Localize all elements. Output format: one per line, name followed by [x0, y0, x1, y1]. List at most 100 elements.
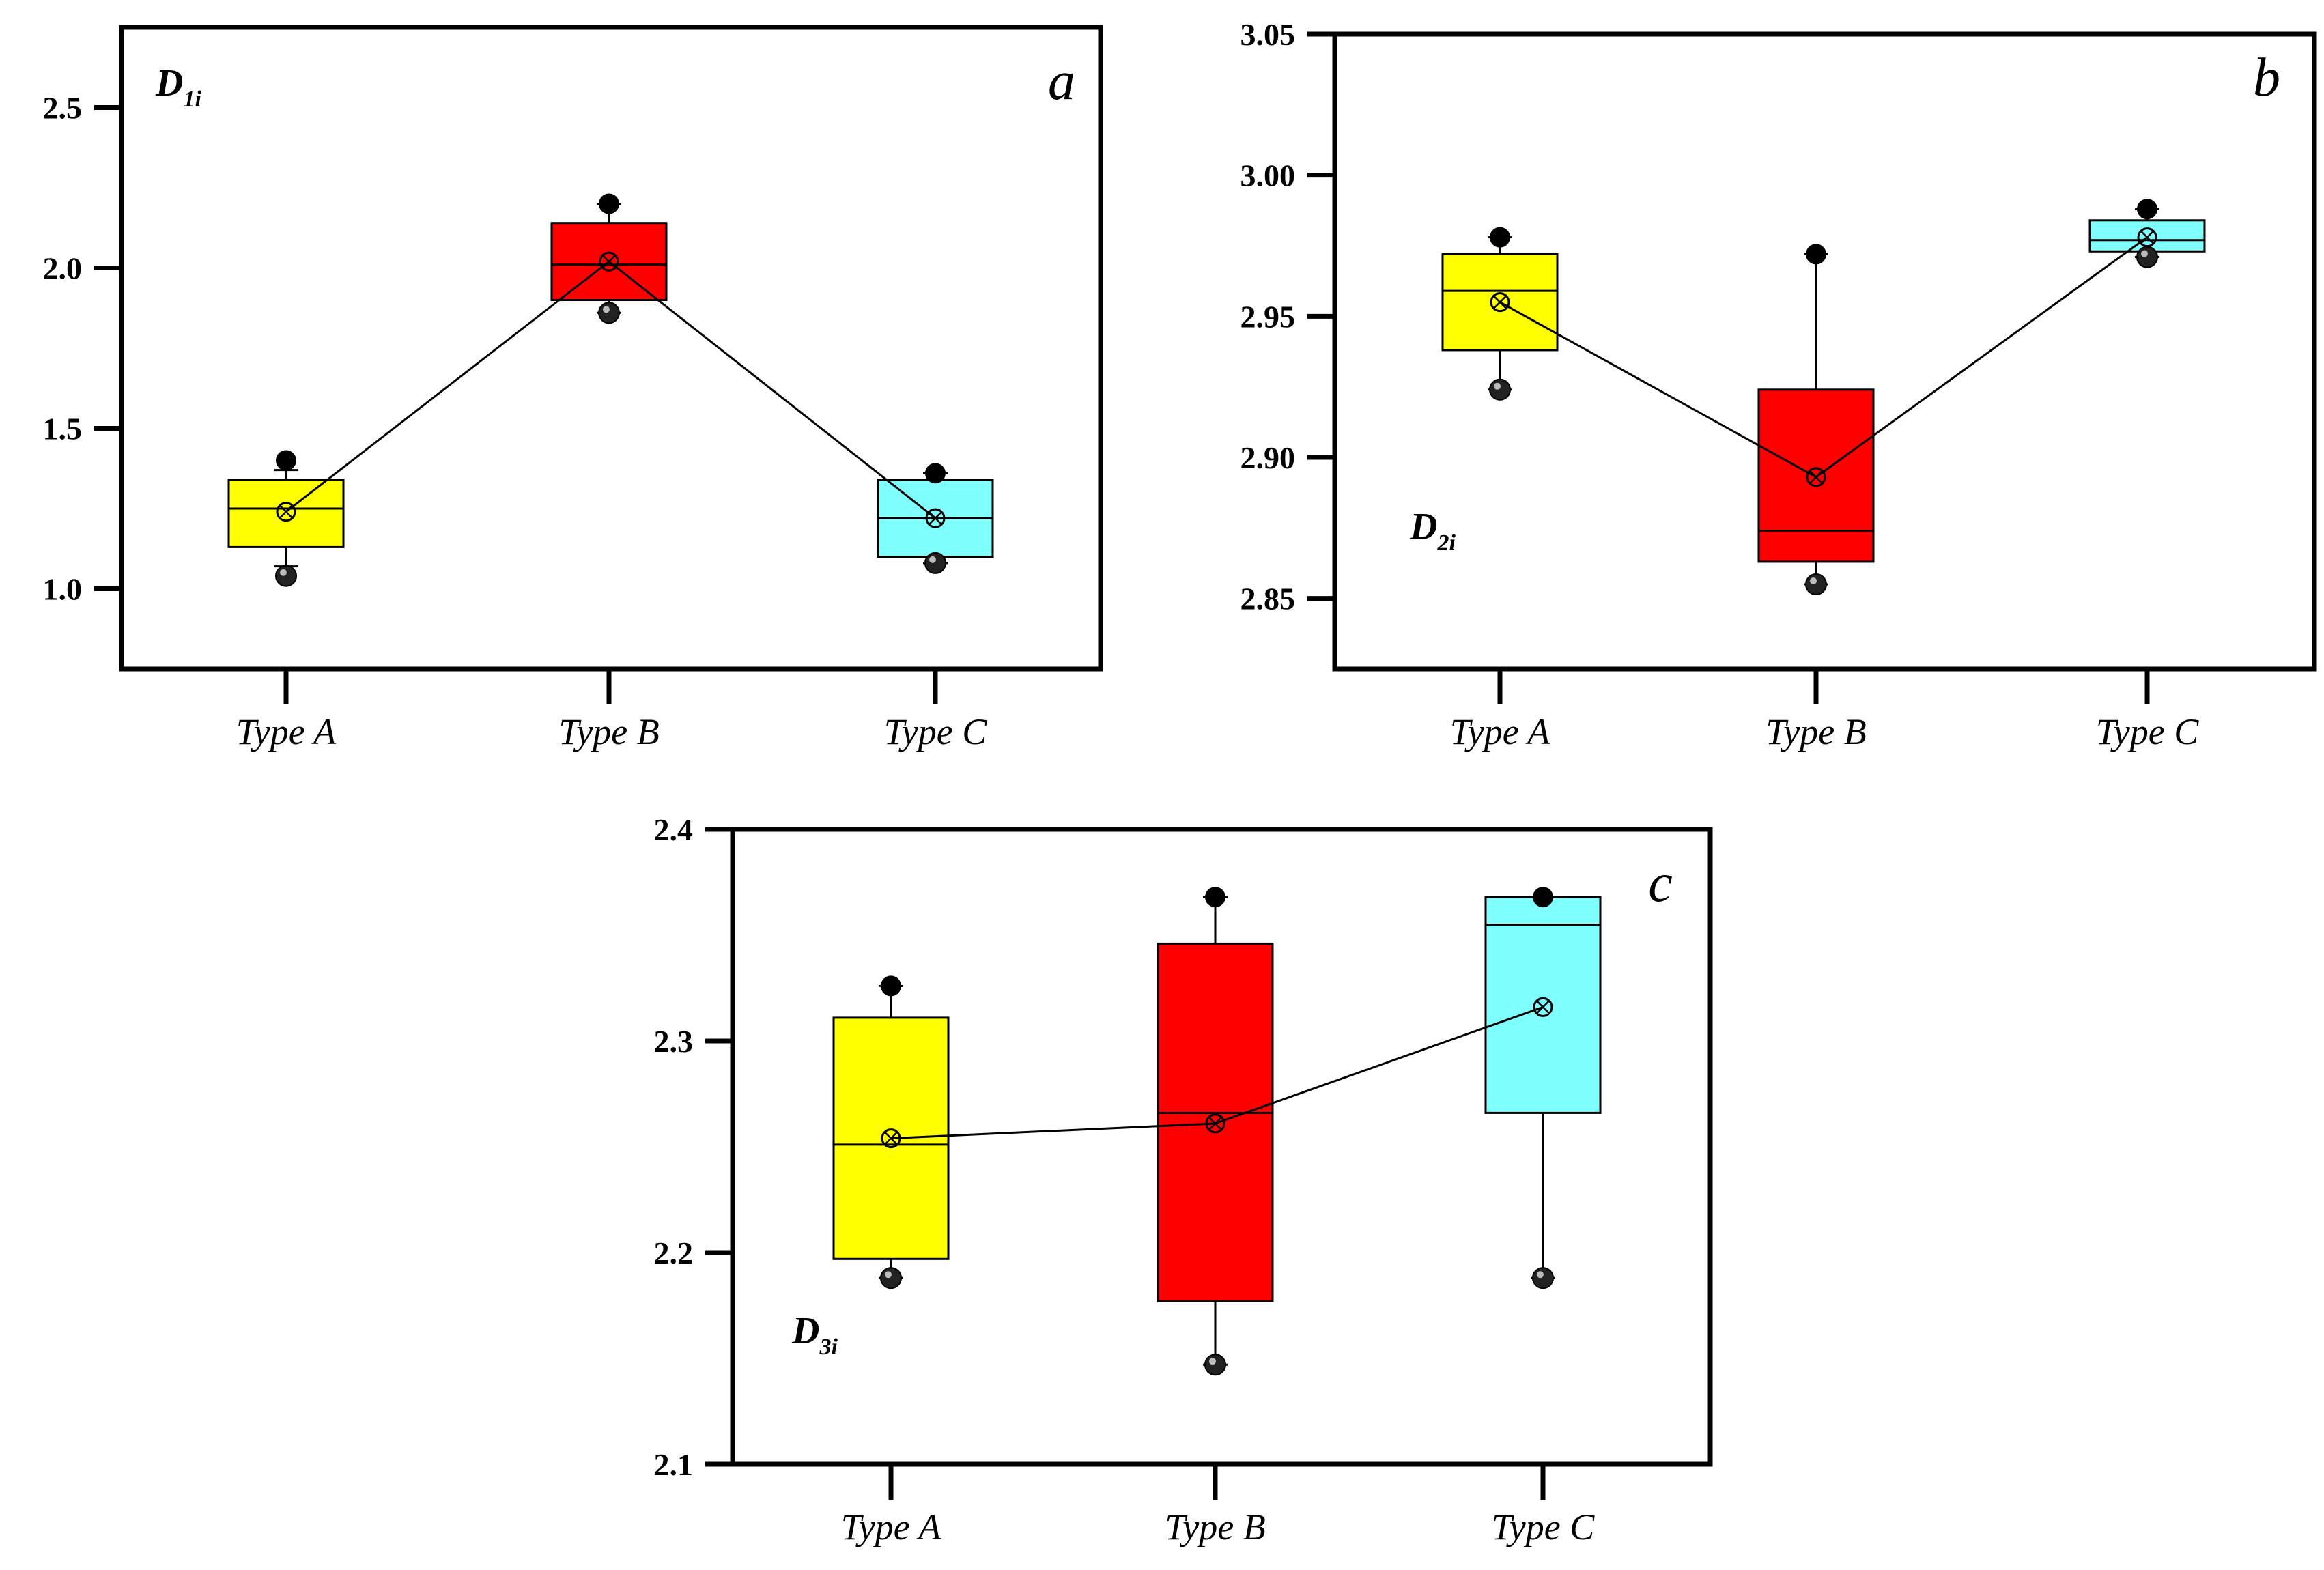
box-type-c	[2088, 199, 2206, 268]
mean-marker-cross	[2140, 230, 2154, 244]
mean-marker-cross	[1493, 295, 1507, 309]
min-point	[1532, 1267, 1554, 1289]
mean-marker	[1806, 467, 1826, 487]
mean-marker	[881, 1128, 901, 1149]
y-tick-label: 2.1	[654, 1447, 694, 1482]
mean-marker	[599, 251, 619, 272]
y-tick-label: 2.95	[1241, 299, 1296, 334]
max-point	[881, 975, 901, 997]
box-type-a	[832, 975, 950, 1289]
y-tick-label: 3.00	[1241, 158, 1296, 193]
mean-marker-circle	[1490, 292, 1510, 313]
x-tick-label: Type A	[841, 1507, 941, 1547]
min-point	[598, 302, 620, 324]
variable-label: D1i	[155, 62, 201, 112]
mean-marker-circle	[1533, 997, 1553, 1017]
box-type-a	[1441, 227, 1559, 401]
box-type-c	[1484, 887, 1602, 1289]
panel-c: 2.1 2.2 2.3 2.4 Type A Type B Type C D3i c	[654, 812, 1713, 1547]
max-point	[276, 450, 296, 471]
min-point	[2136, 246, 2158, 268]
y-tick-label: 2.0	[43, 251, 83, 286]
mean-marker-circle	[1205, 1113, 1225, 1134]
mean-marker-cross	[884, 1131, 898, 1145]
x-tick-label: Type C	[884, 711, 987, 752]
box-type-b	[1757, 244, 1875, 595]
plot-frame	[730, 827, 1713, 1467]
min-point-highlight	[929, 556, 936, 563]
mean-marker	[2137, 227, 2157, 248]
min-point-highlight	[1537, 1271, 1544, 1279]
panel-b: 2.85 2.90 2.95 3.00 3.05 Type A Type B Type C D2…	[1241, 17, 2317, 752]
mean-marker-cross	[1809, 470, 1823, 484]
max-point	[1533, 887, 1553, 908]
mean-marker-cross	[602, 255, 616, 269]
y-tick-label: 2.2	[654, 1236, 694, 1270]
mean-marker	[925, 508, 946, 528]
min-point	[275, 565, 297, 587]
min-point-highlight	[1494, 382, 1501, 390]
mean-marker	[1490, 292, 1510, 313]
mean-marker-cross	[1208, 1116, 1222, 1130]
mean-marker-cross	[929, 511, 942, 526]
y-tick-label: 1.5	[43, 412, 83, 446]
max-point	[925, 463, 946, 484]
x-tick-label: Type B	[1766, 711, 1866, 752]
max-point	[1806, 244, 1826, 265]
max-point	[2137, 199, 2157, 220]
box-type-b	[1157, 887, 1274, 1376]
panel-letter: a	[1048, 51, 1075, 111]
min-point-highlight	[280, 569, 287, 576]
panel-letter: c	[1648, 853, 1673, 913]
mean-marker	[1533, 997, 1553, 1017]
min-point	[1489, 378, 1511, 401]
y-tick-label: 2.90	[1241, 440, 1296, 475]
box-type-a	[227, 450, 345, 587]
min-point-highlight	[2141, 250, 2148, 257]
box-body	[227, 479, 345, 548]
y-tick-label: 2.5	[43, 91, 83, 126]
box-type-b	[550, 193, 668, 324]
min-point	[1204, 1354, 1226, 1376]
x-tick-label: Type A	[1450, 711, 1550, 752]
x-tick-label: Type B	[558, 711, 659, 752]
y-tick-label: 1.0	[43, 572, 83, 607]
y-tick-label: 3.05	[1241, 17, 1296, 52]
variable-label: D3i	[791, 1310, 838, 1360]
max-point	[1205, 887, 1225, 908]
mean-marker-circle	[1806, 467, 1826, 487]
plot-frame	[1332, 31, 2317, 672]
min-point-highlight	[885, 1271, 892, 1279]
max-point	[1490, 227, 1510, 248]
x-tick-label: Type C	[2096, 711, 2199, 752]
y-tick-label: 2.3	[654, 1024, 694, 1059]
mean-marker-circle	[2137, 227, 2157, 248]
box-body	[1484, 896, 1602, 1114]
y-tick-label: 2.85	[1241, 582, 1296, 616]
mean-marker-circle	[276, 502, 296, 522]
max-point	[599, 193, 619, 214]
mean-marker-cross	[1536, 1000, 1550, 1014]
plot-frame	[119, 25, 1103, 672]
min-point-highlight	[603, 306, 610, 313]
panel-letter: b	[2253, 48, 2280, 108]
min-point-highlight	[1209, 1358, 1216, 1365]
box-body	[1757, 388, 1875, 563]
min-point	[924, 552, 946, 574]
mean-marker	[276, 502, 296, 522]
min-point-highlight	[1810, 577, 1817, 584]
mean-marker-circle	[925, 508, 946, 528]
variable-label: D2i	[1409, 506, 1456, 556]
min-point	[1805, 573, 1827, 595]
min-point	[880, 1267, 902, 1289]
mean-marker-circle	[881, 1128, 901, 1149]
x-tick-label: Type A	[236, 711, 337, 752]
y-tick-label: 2.4	[654, 812, 694, 847]
x-tick-label: Type B	[1165, 1507, 1265, 1547]
mean-marker	[1205, 1113, 1225, 1134]
mean-marker-circle	[599, 251, 619, 272]
mean-marker-cross	[279, 504, 293, 519]
panel-a: 1.0 1.5 2.0 2.5 Type A Type B Type C D1i a	[43, 25, 1103, 752]
x-tick-label: Type C	[1492, 1507, 1595, 1547]
